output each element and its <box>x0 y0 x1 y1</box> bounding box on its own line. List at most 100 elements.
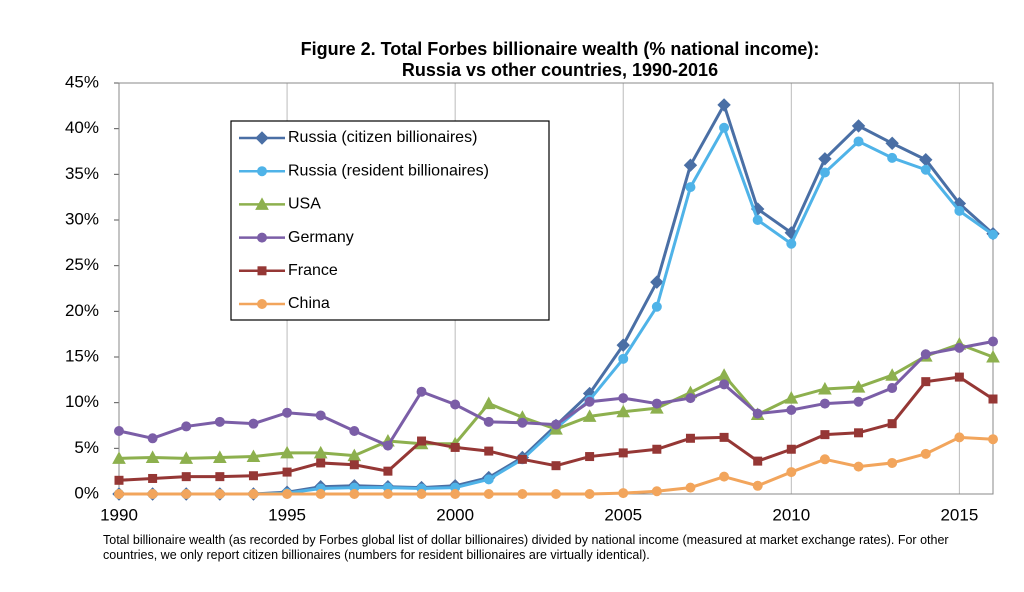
y-tick-label: 15% <box>65 346 99 365</box>
marker <box>683 158 698 172</box>
marker <box>752 215 763 225</box>
legend-marker <box>257 232 267 243</box>
marker <box>719 122 730 133</box>
marker <box>887 419 897 429</box>
legend-marker <box>257 299 267 309</box>
marker <box>650 275 664 289</box>
marker <box>651 398 662 409</box>
legend-marker <box>255 131 269 145</box>
marker <box>719 379 730 390</box>
y-tick-label: 0% <box>74 483 99 502</box>
marker <box>114 489 124 499</box>
legend-label: Germany <box>288 229 354 246</box>
legend-label: France <box>288 262 338 279</box>
marker <box>484 446 494 456</box>
marker <box>719 432 729 442</box>
marker <box>582 409 597 422</box>
marker <box>179 451 194 464</box>
y-tick-label: 25% <box>65 255 99 274</box>
marker <box>147 433 158 444</box>
marker <box>819 398 830 409</box>
y-tick-label: 10% <box>65 392 99 411</box>
marker <box>517 489 528 499</box>
marker <box>282 489 293 499</box>
marker <box>584 489 595 499</box>
marker <box>551 419 561 430</box>
marker <box>885 136 899 150</box>
marker <box>214 416 225 427</box>
marker <box>616 338 630 352</box>
marker <box>988 229 998 240</box>
x-tick-label: 1995 <box>268 505 306 524</box>
y-tick-label: 5% <box>74 438 99 457</box>
marker <box>786 238 797 249</box>
x-tick-label: 2015 <box>940 505 978 524</box>
marker <box>282 407 293 418</box>
marker <box>954 342 965 353</box>
marker <box>954 372 964 382</box>
marker <box>988 336 998 347</box>
legend-box <box>230 120 550 321</box>
marker <box>920 448 931 459</box>
x-tick-label: 2010 <box>772 505 810 524</box>
marker <box>717 98 731 112</box>
marker <box>685 393 696 404</box>
marker <box>753 456 763 466</box>
marker <box>651 486 662 497</box>
marker <box>652 444 662 454</box>
marker <box>616 404 631 418</box>
marker <box>921 377 931 387</box>
marker <box>181 472 191 482</box>
marker <box>820 430 830 440</box>
chart: Figure 2. Total Forbes billionaire wealt… <box>65 39 1000 524</box>
marker <box>450 399 461 410</box>
marker <box>147 489 158 499</box>
marker <box>784 391 799 404</box>
marker <box>246 449 261 463</box>
marker <box>181 489 192 499</box>
marker <box>417 436 427 446</box>
marker <box>853 396 864 407</box>
marker <box>920 164 931 175</box>
marker <box>752 408 763 419</box>
marker <box>988 394 998 404</box>
marker <box>618 448 628 458</box>
marker <box>584 396 595 407</box>
y-tick-label: 20% <box>65 301 99 320</box>
marker <box>786 444 796 454</box>
marker <box>819 167 830 178</box>
marker <box>382 489 393 499</box>
marker <box>818 381 832 395</box>
marker <box>383 466 393 476</box>
marker <box>885 368 899 381</box>
marker <box>213 450 227 463</box>
marker <box>618 488 629 499</box>
marker <box>483 489 494 499</box>
marker <box>315 410 326 421</box>
marker <box>416 386 427 397</box>
marker <box>685 433 695 443</box>
marker <box>954 432 965 443</box>
legend-label: Russia (resident billionaires) <box>288 162 489 179</box>
marker <box>851 119 866 133</box>
footnote: Total billionaire wealth (as recorded by… <box>103 533 949 562</box>
marker <box>752 480 763 491</box>
marker <box>551 489 561 499</box>
marker <box>181 421 192 432</box>
marker <box>248 471 258 481</box>
marker <box>618 393 629 404</box>
marker <box>215 472 225 482</box>
marker <box>483 416 494 427</box>
chart-title: Figure 2. Total Forbes billionaire wealt… <box>301 39 820 59</box>
marker <box>551 461 561 471</box>
marker <box>114 475 124 485</box>
marker <box>920 349 931 360</box>
marker <box>280 445 294 459</box>
marker <box>148 473 158 483</box>
marker <box>618 353 629 364</box>
marker <box>517 454 527 464</box>
marker <box>450 489 461 499</box>
marker <box>954 205 965 216</box>
marker <box>851 380 866 393</box>
marker <box>483 474 494 485</box>
